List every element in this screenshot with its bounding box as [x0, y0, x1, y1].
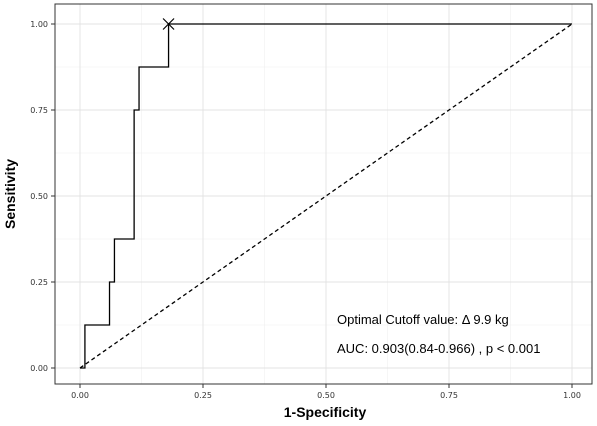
y-tick-label: 1.00 — [30, 20, 48, 29]
x-tick-label: 0.75 — [440, 391, 458, 400]
x-tick-label: 0.25 — [194, 391, 212, 400]
annotation-auc: AUC: 0.903(0.84-0.966) , p < 0.001 — [337, 341, 540, 356]
roc-curve-line — [80, 23, 572, 369]
y-tick-label: 0.50 — [30, 192, 48, 201]
y-tick-label: 0.00 — [30, 364, 48, 373]
x-tick-label: 1.00 — [563, 391, 581, 400]
reference-diagonal-line — [79, 23, 573, 369]
x-tick-label: 0.50 — [317, 391, 335, 400]
marker-stroke — [162, 18, 175, 30]
annotation-cutoff: Optimal Cutoff value: Δ 9.9 kg — [337, 312, 509, 327]
y-axis-ticks: 0.00 0.25 0.50 0.75 1.00 — [30, 20, 55, 373]
panel-border — [54, 3, 593, 385]
y-tick-label: 0.25 — [30, 278, 48, 287]
optimal-cutoff-marker — [162, 18, 175, 30]
x-axis-title: 1-Specificity — [284, 404, 367, 420]
series-layer — [79, 23, 573, 369]
x-tick-label: 0.00 — [71, 391, 89, 400]
x-axis-ticks: 0.00 0.25 0.50 0.75 1.00 — [71, 384, 581, 400]
marker-layer — [162, 18, 175, 30]
y-axis-title: Sensitivity — [2, 159, 18, 229]
panel-background — [55, 4, 592, 384]
y-tick-label: 0.75 — [30, 106, 48, 115]
